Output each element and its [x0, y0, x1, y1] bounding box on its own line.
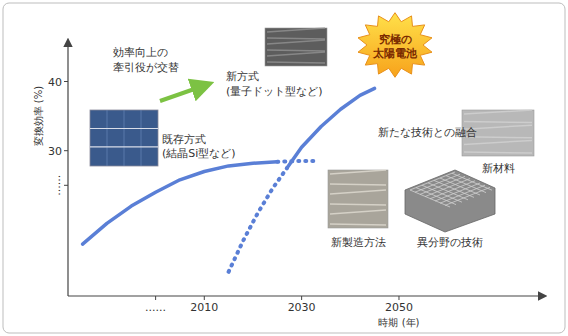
y-tick	[64, 150, 68, 151]
annotation: 既存方式	[162, 133, 206, 146]
annotation: 効率向上の	[113, 46, 168, 59]
y-tick-label: 40	[48, 76, 62, 89]
y-tick-label: ......	[50, 175, 63, 196]
solar-cell-image	[90, 110, 158, 166]
y-axis	[67, 40, 68, 296]
x-tick	[301, 296, 302, 300]
new-method-image	[265, 28, 327, 66]
x-tick-label: 2050	[385, 301, 413, 314]
x-axis	[68, 295, 545, 296]
new-manufacturing-image	[328, 170, 388, 228]
x-tick	[155, 296, 156, 300]
frame	[3, 3, 565, 333]
annotation: 異分野の技術	[417, 236, 483, 249]
x-tick	[398, 296, 399, 300]
x-axis-title: 時期 (年)	[378, 317, 419, 328]
annotation: 牽引役が交替	[113, 61, 179, 74]
annotation: (量子ドット型など)	[226, 85, 323, 98]
ultimate-star	[358, 13, 432, 78]
x-tick-label: 2030	[288, 301, 316, 314]
series-line	[277, 159, 316, 164]
annotation: 新製造方法	[331, 236, 386, 249]
annotation: 新材料	[482, 162, 515, 175]
y-axis-title: 変換効率 (%)	[33, 86, 44, 147]
y-tick	[64, 81, 68, 82]
annotation: 究極の	[379, 33, 412, 46]
chart: ...... 2010 2030 2050...... 30 40 時期 (年) 変換効率 (…	[0, 0, 568, 336]
annotation: 新方式	[226, 70, 259, 83]
x-tick-label: 2010	[190, 301, 218, 314]
annotation: 新たな技術との融合	[378, 126, 477, 139]
shift-arrow	[160, 86, 203, 101]
y-tick-label: 30	[48, 145, 62, 158]
x-tick	[204, 296, 205, 300]
y-tick	[64, 185, 68, 186]
series-line	[229, 168, 287, 272]
series-line	[287, 88, 375, 168]
annotation: 太陽電池	[372, 47, 418, 60]
x-tick-label: ......	[145, 301, 166, 314]
annotation: (結晶Si型など)	[162, 147, 236, 160]
other-field-image	[405, 170, 495, 232]
